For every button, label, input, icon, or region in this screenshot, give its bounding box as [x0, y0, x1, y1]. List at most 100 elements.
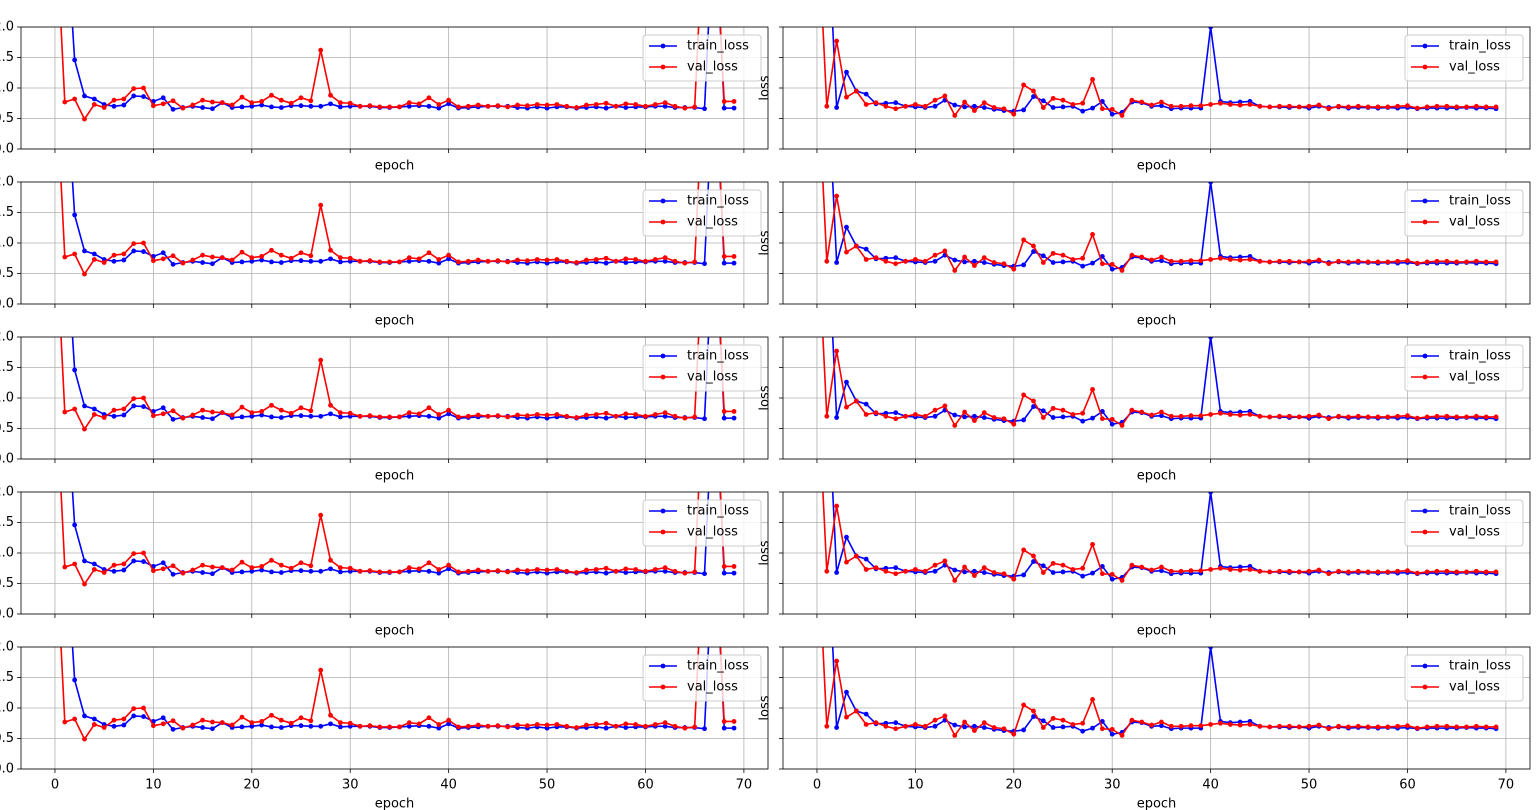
point [1060, 104, 1066, 110]
point [1080, 263, 1086, 269]
point [932, 103, 938, 109]
point [475, 722, 481, 728]
legend-label: val_loss [1449, 370, 1500, 385]
point [554, 257, 560, 262]
point [160, 256, 166, 262]
point [962, 564, 967, 570]
point [981, 410, 987, 416]
point [1040, 98, 1046, 104]
point [844, 404, 849, 410]
point [1286, 568, 1292, 574]
point [278, 252, 284, 258]
legend-marker [660, 684, 666, 690]
point [406, 100, 412, 106]
point [426, 258, 432, 264]
point [1040, 570, 1046, 575]
point [932, 97, 938, 103]
point [672, 723, 678, 729]
point [613, 568, 619, 574]
point [367, 723, 373, 729]
point [150, 258, 156, 264]
point [1286, 413, 1292, 419]
point [1090, 105, 1095, 111]
point [436, 257, 442, 262]
point [91, 561, 97, 567]
point [1464, 569, 1469, 575]
point [229, 567, 235, 573]
point [1257, 723, 1263, 729]
point [1109, 106, 1115, 112]
legend-marker [660, 374, 666, 380]
point [1119, 113, 1125, 118]
x-tick-label: 70 [736, 778, 753, 793]
legend-marker [1422, 508, 1428, 514]
point [328, 402, 333, 408]
point [1454, 569, 1460, 575]
point [446, 562, 452, 568]
point [259, 409, 265, 414]
point [328, 411, 333, 417]
point [367, 258, 373, 264]
point [863, 91, 869, 97]
point [308, 413, 314, 419]
point [932, 413, 938, 419]
point [495, 568, 501, 574]
point [1040, 253, 1046, 259]
point [824, 258, 830, 264]
point [160, 95, 166, 101]
point [210, 416, 215, 422]
point [278, 105, 284, 110]
point [1159, 723, 1164, 729]
point [643, 258, 648, 264]
point [922, 103, 928, 109]
point [465, 568, 471, 574]
point [308, 563, 314, 569]
point [131, 396, 137, 402]
point [962, 414, 967, 420]
point [397, 724, 402, 730]
point [1149, 102, 1154, 108]
point [893, 255, 899, 261]
point [972, 418, 977, 423]
legend-label: val_loss [1449, 525, 1500, 540]
point [1198, 413, 1204, 419]
point [337, 414, 343, 420]
point [1031, 714, 1036, 719]
point [1050, 715, 1056, 721]
point [534, 257, 540, 262]
point [1109, 266, 1115, 272]
point [288, 565, 294, 571]
point [249, 723, 255, 729]
point [1139, 409, 1145, 415]
point [1473, 258, 1479, 264]
point [721, 570, 727, 576]
point [1424, 569, 1430, 575]
point [1365, 259, 1371, 265]
point [1405, 258, 1410, 264]
y-tick-label: 1.0 [0, 546, 14, 561]
point [298, 258, 304, 264]
point [932, 252, 938, 258]
point [1346, 414, 1351, 420]
point [662, 100, 668, 106]
point [942, 248, 948, 254]
point [1247, 567, 1253, 572]
point [1198, 568, 1204, 574]
point [229, 257, 235, 263]
point [623, 566, 629, 572]
point [475, 102, 481, 108]
point [1070, 567, 1076, 572]
point [564, 413, 570, 419]
legend-marker [660, 219, 666, 225]
y-axis-label: loss [758, 695, 773, 720]
point [981, 720, 987, 726]
point [603, 415, 609, 421]
y-tick-label: 0.5 [0, 111, 14, 126]
point [643, 568, 648, 574]
point [652, 567, 658, 572]
point [1454, 259, 1460, 265]
legend-marker [660, 43, 666, 49]
point [603, 105, 609, 111]
point [82, 736, 87, 742]
point [200, 105, 205, 110]
